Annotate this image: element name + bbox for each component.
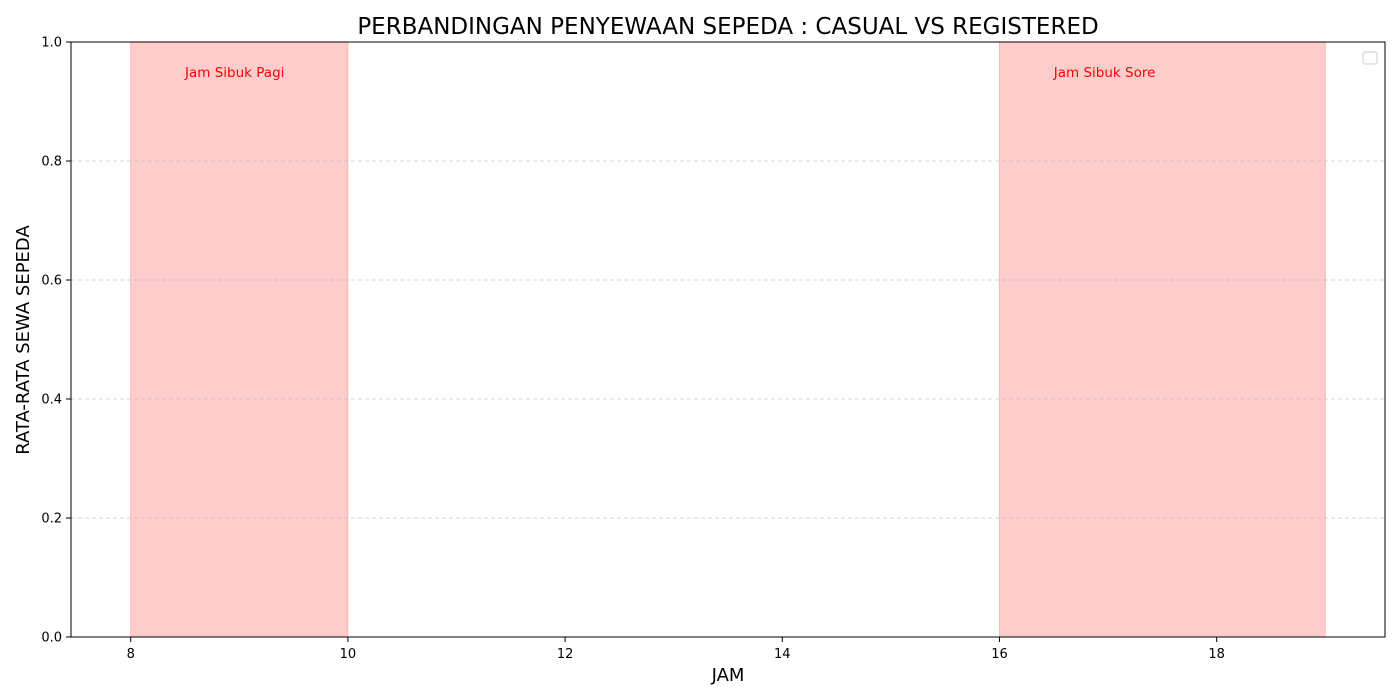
x-tick-label-5: 18 bbox=[1208, 647, 1225, 662]
y-axis-label: RATA-RATA SEWA SEPEDA bbox=[13, 225, 34, 455]
legend-box bbox=[1362, 51, 1378, 65]
x-tick-label-2: 12 bbox=[557, 647, 574, 662]
axes-frame bbox=[70, 41, 1386, 638]
x-axis-label: JAM bbox=[711, 665, 745, 686]
y-tick-label-5: 1.0 bbox=[41, 36, 62, 51]
y-tick-label-2: 0.4 bbox=[41, 393, 62, 408]
shaded-region-label-1: Jam Sibuk Sore bbox=[1053, 65, 1156, 81]
shaded-region-1 bbox=[998, 41, 1326, 638]
shaded-region-label-0: Jam Sibuk Pagi bbox=[184, 65, 284, 81]
chart-title: PERBANDINGAN PENYEWAAN SEPEDA : CASUAL V… bbox=[357, 14, 1098, 40]
y-tick-label-0: 0.0 bbox=[41, 631, 62, 646]
y-tick-label-3: 0.6 bbox=[41, 274, 62, 289]
y-tick-label-1: 0.2 bbox=[41, 512, 62, 527]
x-tick-label-1: 10 bbox=[340, 647, 357, 662]
x-tick-label-4: 16 bbox=[991, 647, 1008, 662]
x-tick-label-3: 14 bbox=[774, 647, 791, 662]
plot-area: Jam Sibuk Pagi Jam Sibuk Sore 8 10 12 14 16 18 0… bbox=[41, 36, 1386, 662]
x-tick-label-0: 8 bbox=[127, 647, 135, 662]
shaded-region-0 bbox=[130, 41, 349, 638]
y-tick-label-4: 0.8 bbox=[41, 155, 62, 170]
